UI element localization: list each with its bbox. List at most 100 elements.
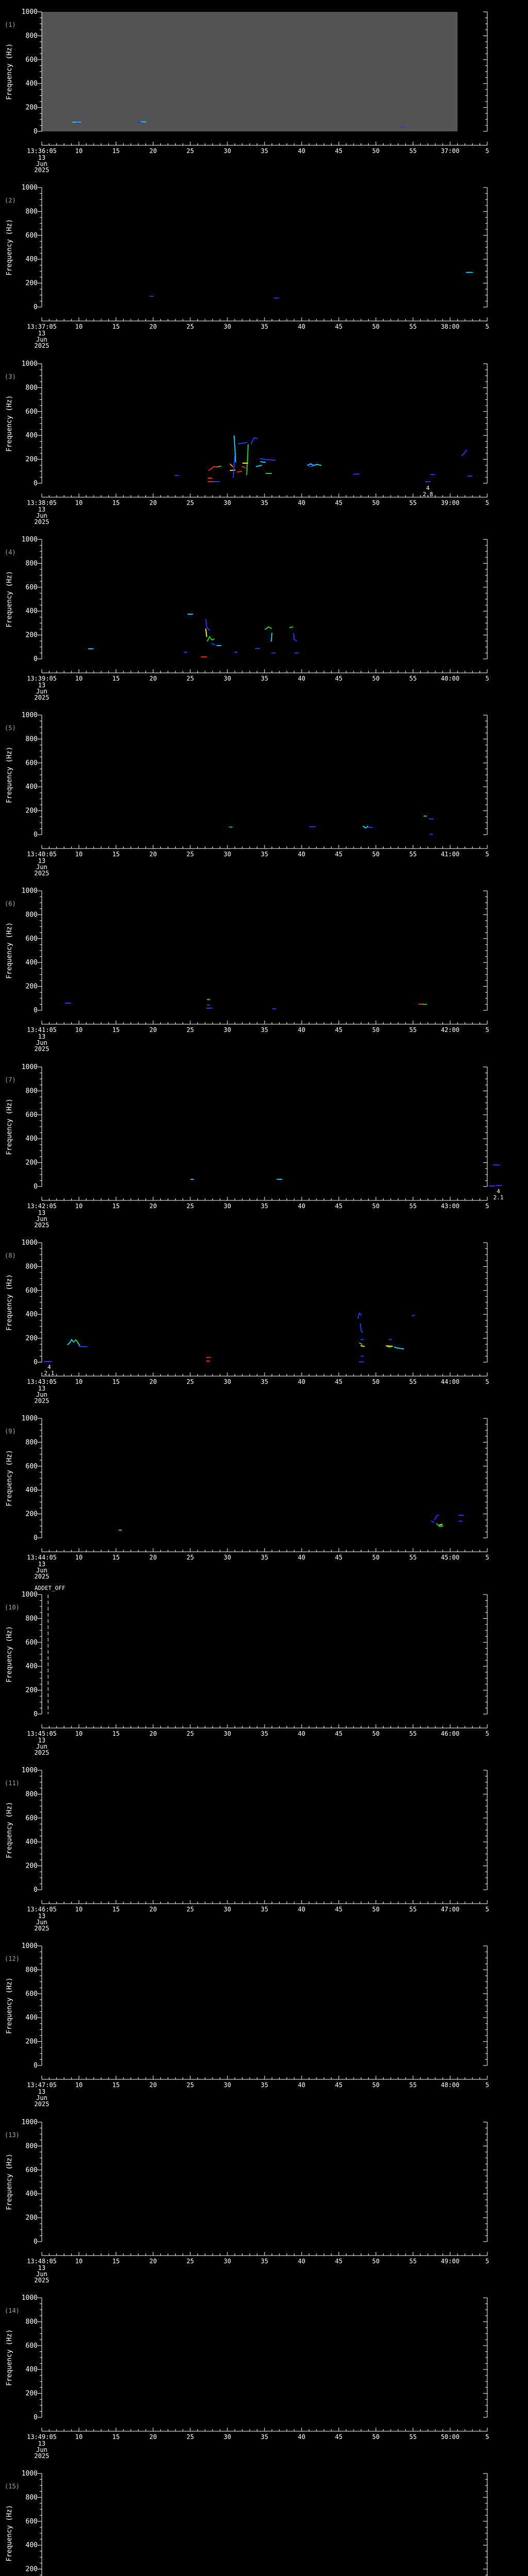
time-tick-label: 35 xyxy=(261,2433,268,2441)
whistle-contour-cyan xyxy=(307,463,322,466)
y-tick-label: 800 xyxy=(26,2142,38,2150)
y-tick-label: 800 xyxy=(26,1966,38,1974)
panel-index-label: (15) xyxy=(5,2483,20,2490)
y-axis xyxy=(38,1945,488,2066)
time-tick-label: 35 xyxy=(261,851,268,858)
y-tick-label: 400 xyxy=(26,1838,38,1846)
time-tick-label: 10 xyxy=(75,499,82,506)
whistle-contours xyxy=(88,614,299,658)
time-tick-label: 25 xyxy=(187,323,194,330)
y-tick-label: 800 xyxy=(26,2318,38,2326)
spectrogram-svg-12: 0 200 400 600 800 1000 Frequency (Hz) (12) 13:47… xyxy=(5,1942,489,2108)
time-tick-label: 10 xyxy=(75,147,82,155)
time-tick-label: 45 xyxy=(335,147,342,155)
annotation-bottom-label: 2.1 xyxy=(44,1370,54,1377)
y-tick-label: 400 xyxy=(26,607,38,615)
y-tick-label: 1000 xyxy=(22,887,38,895)
time-tick-label: 13:36:05 xyxy=(27,147,57,155)
x-axis xyxy=(41,1900,488,1904)
whistle-contour-blue xyxy=(250,437,258,445)
date-label-line: 13 xyxy=(38,2088,45,2095)
y-tick-label: 400 xyxy=(26,256,38,263)
time-tick-label: 45 xyxy=(335,675,342,682)
date-label-line: Jun xyxy=(36,160,47,167)
panel-index-label: (3) xyxy=(5,373,16,380)
time-tick-label: 50:00 xyxy=(441,2433,459,2441)
time-tick-label: 13:39:05 xyxy=(27,675,57,682)
time-tick-label: 25 xyxy=(187,2081,194,2089)
date-label-line: Jun xyxy=(36,1743,47,1750)
time-tick-label: 30 xyxy=(224,1554,231,1561)
y-tick-label: 1000 xyxy=(22,184,38,192)
detector-off-label: ADDET_OFF xyxy=(35,1585,65,1591)
time-tick-label: 15 xyxy=(112,851,120,858)
time-tick-label: 45 xyxy=(335,2258,342,2265)
time-tick-label: 50 xyxy=(372,499,380,506)
time-tick-label: 55 xyxy=(409,675,417,682)
time-tick-label: 20 xyxy=(150,1730,157,1737)
time-tick-label: 35 xyxy=(261,2081,268,2089)
time-tick-label: 50 xyxy=(372,1906,380,1913)
time-tick-label: 42:00 xyxy=(441,1026,459,1033)
time-tick-label: 48:00 xyxy=(441,2081,459,2089)
time-tick-label: 5 xyxy=(485,1202,489,1210)
y-tick-label: 0 xyxy=(34,831,38,839)
y-tick-label: 600 xyxy=(26,2342,38,2350)
time-tick-label: 10 xyxy=(75,1026,82,1033)
time-tick-label: 20 xyxy=(150,323,157,330)
panel-index-label: (8) xyxy=(5,1252,16,1259)
time-tick-label: 40 xyxy=(298,1026,305,1033)
annotation-top-label: 4 xyxy=(426,485,430,492)
time-tick-label: 40 xyxy=(298,147,305,155)
date-label-line: 2025 xyxy=(35,2277,50,2284)
date-label-line: 2025 xyxy=(35,2452,50,2460)
time-tick-label: 50 xyxy=(372,1378,380,1385)
time-tick-label: 10 xyxy=(75,2258,82,2265)
x-axis xyxy=(41,1724,488,1728)
x-axis xyxy=(41,845,488,849)
spectrogram-panel-5: 0 200 400 600 800 1000 Frequency (Hz) (5) 13:40:… xyxy=(0,703,528,879)
time-tick-label: 50 xyxy=(372,1554,380,1561)
spectrogram-panel-9: 0 200 400 600 800 1000 Frequency (Hz) (9) 13:44:… xyxy=(0,1406,528,1582)
time-tick-label: 55 xyxy=(409,1730,417,1737)
time-tick-label: 20 xyxy=(150,499,157,506)
time-tick-label: 25 xyxy=(187,1554,194,1561)
time-tick-label: 50 xyxy=(372,2081,380,2089)
time-tick-label: 25 xyxy=(187,1202,194,1210)
y-axis xyxy=(38,1594,488,1715)
y-tick-label: 400 xyxy=(26,1135,38,1143)
time-tick-label: 10 xyxy=(75,1554,82,1561)
y-axis xyxy=(38,11,488,132)
date-label-line: 13 xyxy=(38,1561,45,1568)
spectrogram-panel-8: 0 200 400 600 800 1000 Frequency (Hz) (8) 13:43:… xyxy=(0,1231,528,1406)
time-tick-label: 13:42:05 xyxy=(27,1202,57,1210)
time-tick-label: 37:00 xyxy=(441,147,459,155)
date-label-line: 13 xyxy=(38,682,45,689)
time-tick-label: 15 xyxy=(112,1026,120,1033)
x-axis xyxy=(41,1372,488,1377)
spectrogram-panel-14: 0 200 400 600 800 1000 Frequency (Hz) (14) 13:49… xyxy=(0,2286,528,2462)
date-label-line: 13 xyxy=(38,857,45,865)
y-axis-title: Frequency (Hz) xyxy=(6,747,13,803)
whistle-contours xyxy=(72,121,406,128)
date-label-line: Jun xyxy=(36,688,47,695)
y-tick-label: 200 xyxy=(26,632,38,639)
y-tick-label: 800 xyxy=(26,208,38,215)
y-tick-label: 400 xyxy=(26,1311,38,1318)
time-tick-label: 25 xyxy=(187,499,194,506)
time-tick-label: 45 xyxy=(335,1026,342,1033)
time-tick-label: 35 xyxy=(261,1378,268,1385)
spectrogram-svg-5: 0 200 400 600 800 1000 Frequency (Hz) (5) 13:40:… xyxy=(5,711,489,877)
panel-index-label: (6) xyxy=(5,900,16,907)
time-tick-label: 30 xyxy=(224,851,231,858)
spectrogram-svg-2: 0 200 400 600 800 1000 Frequency (Hz) (2) 13:37:… xyxy=(5,184,489,349)
spectrogram-panel-2: 0 200 400 600 800 1000 Frequency (Hz) (2) 13:37:… xyxy=(0,176,528,351)
time-tick-label: 40 xyxy=(298,851,305,858)
y-tick-label: 0 xyxy=(34,1886,38,1894)
time-tick-label: 5 xyxy=(485,2433,489,2441)
time-tick-label: 15 xyxy=(112,323,120,330)
time-tick-label: 35 xyxy=(261,147,268,155)
spectrogram-panel-1: 0 200 400 600 800 1000 Frequency (Hz) (1) 13:36:… xyxy=(0,0,528,176)
y-tick-label: 600 xyxy=(26,1111,38,1119)
